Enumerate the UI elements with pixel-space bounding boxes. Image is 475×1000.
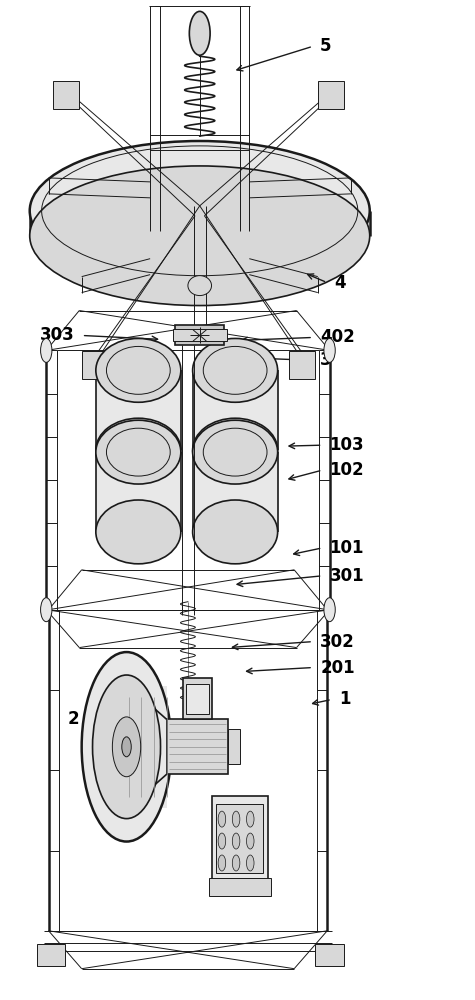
- Bar: [193, 452, 278, 532]
- Bar: [82, 351, 108, 379]
- Ellipse shape: [96, 418, 181, 482]
- Text: 103: 103: [330, 436, 364, 454]
- Bar: [186, 684, 209, 714]
- Bar: [173, 329, 227, 341]
- Bar: [129, 686, 167, 808]
- Text: 5: 5: [320, 37, 332, 55]
- Bar: [216, 804, 264, 873]
- Circle shape: [247, 811, 254, 827]
- Text: 301: 301: [330, 567, 364, 585]
- Ellipse shape: [193, 500, 278, 564]
- Bar: [167, 719, 228, 774]
- Bar: [96, 452, 181, 532]
- Bar: [228, 729, 240, 764]
- Ellipse shape: [193, 418, 278, 482]
- Bar: [175, 325, 224, 345]
- Ellipse shape: [96, 500, 181, 564]
- Bar: [209, 878, 271, 896]
- Ellipse shape: [30, 141, 370, 281]
- Circle shape: [324, 338, 335, 362]
- Bar: [183, 678, 211, 719]
- Circle shape: [82, 652, 171, 842]
- Circle shape: [40, 598, 52, 622]
- Bar: [37, 944, 65, 966]
- Text: 2: 2: [67, 710, 79, 728]
- Circle shape: [247, 855, 254, 871]
- Text: 3: 3: [320, 351, 332, 369]
- Circle shape: [232, 811, 240, 827]
- Text: 201: 201: [320, 659, 355, 677]
- Text: 1: 1: [339, 690, 351, 708]
- Ellipse shape: [96, 420, 181, 484]
- Text: 303: 303: [40, 326, 75, 344]
- Bar: [315, 944, 344, 966]
- Bar: [53, 81, 79, 109]
- Ellipse shape: [188, 276, 211, 296]
- Circle shape: [232, 855, 240, 871]
- Circle shape: [93, 675, 161, 819]
- Circle shape: [190, 11, 210, 55]
- Bar: [318, 81, 344, 109]
- Text: 302: 302: [320, 633, 355, 651]
- Circle shape: [232, 833, 240, 849]
- Circle shape: [113, 717, 141, 777]
- Text: 101: 101: [330, 539, 364, 557]
- Ellipse shape: [96, 338, 181, 402]
- Bar: [289, 351, 315, 379]
- Text: 402: 402: [320, 328, 355, 346]
- Circle shape: [40, 338, 52, 362]
- Bar: [96, 370, 181, 450]
- Circle shape: [218, 811, 226, 827]
- Circle shape: [324, 598, 335, 622]
- Ellipse shape: [193, 420, 278, 484]
- Circle shape: [218, 855, 226, 871]
- Circle shape: [247, 833, 254, 849]
- Ellipse shape: [193, 338, 278, 402]
- Text: 102: 102: [330, 461, 364, 479]
- Bar: [193, 370, 278, 450]
- Ellipse shape: [30, 166, 370, 306]
- Text: 4: 4: [334, 274, 346, 292]
- Bar: [211, 796, 268, 881]
- Circle shape: [218, 833, 226, 849]
- Circle shape: [122, 737, 131, 757]
